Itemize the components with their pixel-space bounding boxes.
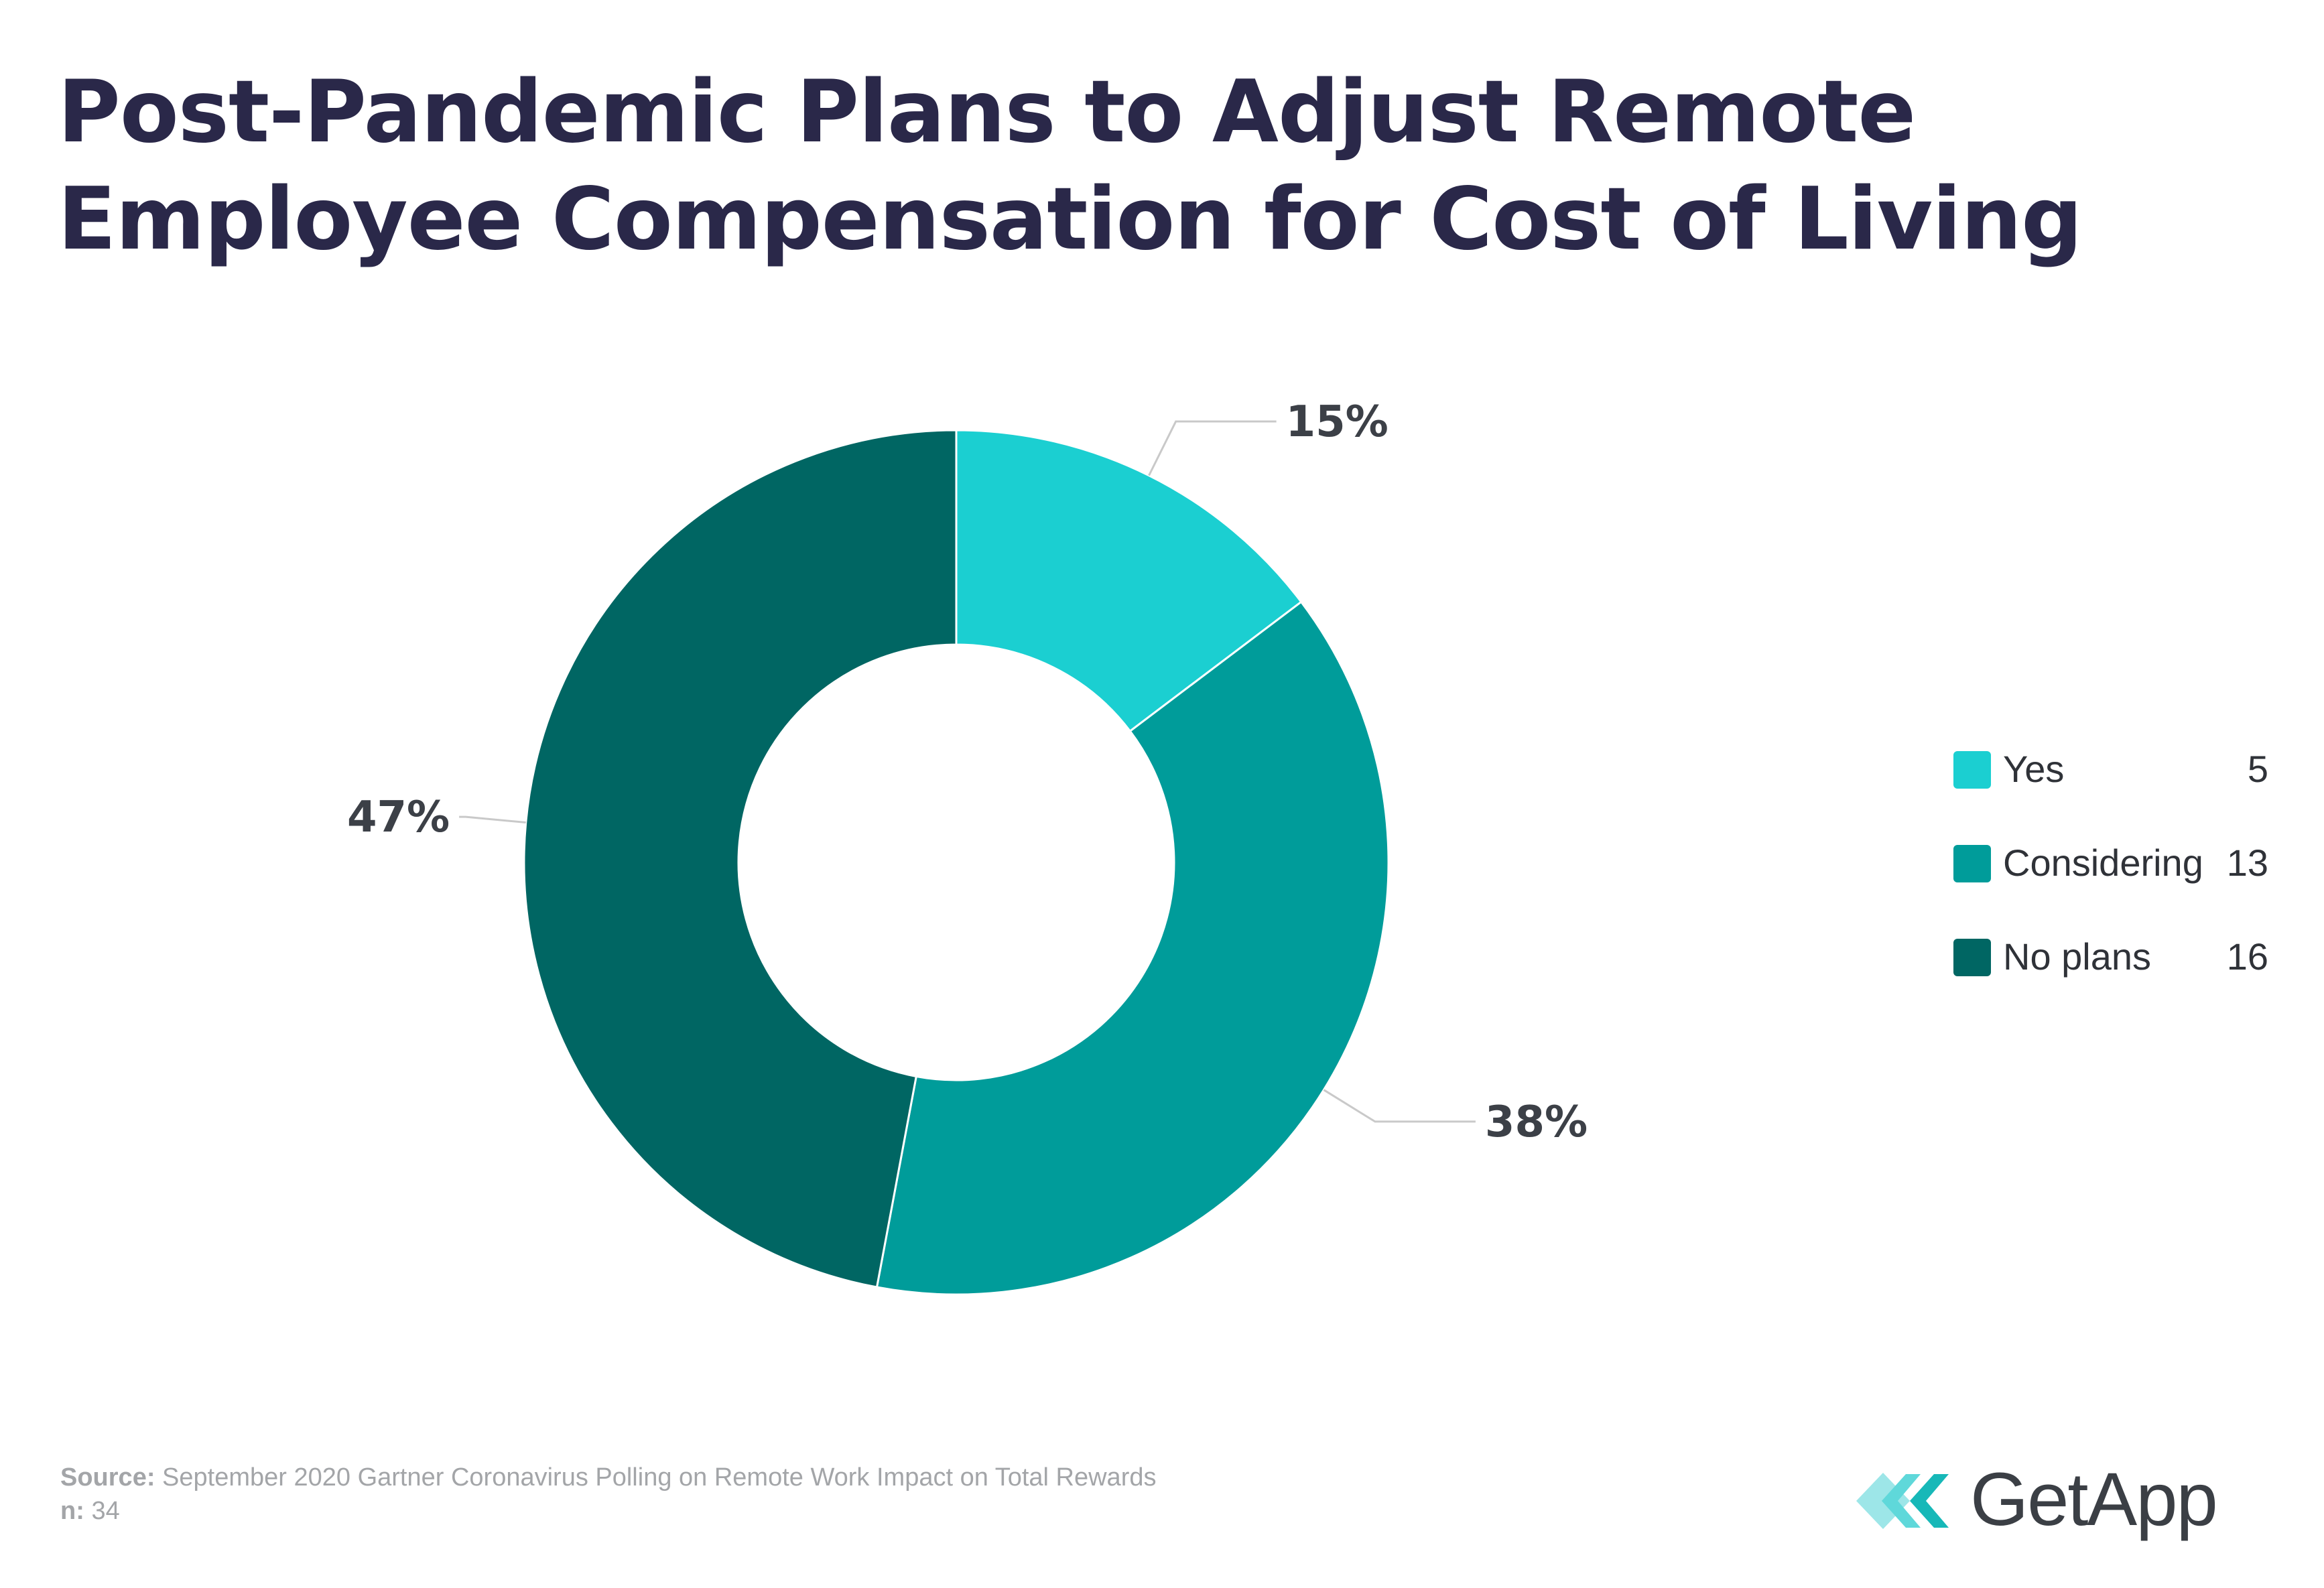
logo-text: GetApp <box>1970 1457 2218 1541</box>
data-label-no-plans: 47% <box>347 793 450 842</box>
legend-value-no-plans: 16 <box>2227 935 2268 978</box>
data-label-considering: 38% <box>1485 1098 1588 1147</box>
legend-swatch-yes <box>1953 751 1991 789</box>
chart-data-labels: 15% 38% 47% <box>347 397 1588 1147</box>
chart-title: Post-Pandemic Plans to Adjust Remote Emp… <box>58 59 2202 273</box>
chart-leader-lines <box>459 420 1476 1123</box>
chart-footer: Source: September 2020 Gartner Coronavir… <box>60 1461 1156 1528</box>
chart-legend: Yes 5 Considering 13 No plans 16 <box>1953 748 2268 978</box>
source-text: September 2020 Gartner Coronavirus Polli… <box>162 1463 1157 1492</box>
source-label: Source: <box>60 1463 155 1492</box>
leader-line-yes <box>1148 420 1277 476</box>
chart-slices <box>523 429 1390 1296</box>
legend-label-no-plans: No plans <box>2003 935 2151 978</box>
legend-swatch-no-plans <box>1953 939 1991 976</box>
sample-size-value: 34 <box>91 1497 120 1525</box>
legend-value-yes: 5 <box>2248 748 2268 790</box>
chart-title-line-2: Employee Compensation for Cost of Living <box>58 170 2083 269</box>
getapp-chevrons-icon <box>1856 1473 1949 1529</box>
legend-value-considering: 13 <box>2227 842 2268 884</box>
getapp-logo: GetApp <box>1856 1454 2258 1548</box>
legend-swatch-considering <box>1953 845 1991 882</box>
leader-line-no-plans <box>459 815 526 823</box>
slice-yes <box>955 429 1303 733</box>
donut-chart: 15% 38% 47% Yes 5 Considering 13 No plans 16 <box>347 397 2268 1296</box>
sample-size-label: n: <box>60 1497 84 1525</box>
data-label-yes: 15% <box>1286 397 1389 447</box>
legend-label-considering: Considering <box>2003 842 2203 884</box>
source-line: Source: September 2020 Gartner Coronavir… <box>60 1461 1156 1494</box>
slice-no-plans <box>523 429 958 1288</box>
slice-considering <box>875 600 1390 1296</box>
leader-line-considering <box>1323 1089 1476 1123</box>
legend-label-yes: Yes <box>2003 748 2064 790</box>
chart-title-line-1: Post-Pandemic Plans to Adjust Remote <box>58 62 1916 162</box>
sample-size-line: n: 34 <box>60 1494 1156 1528</box>
